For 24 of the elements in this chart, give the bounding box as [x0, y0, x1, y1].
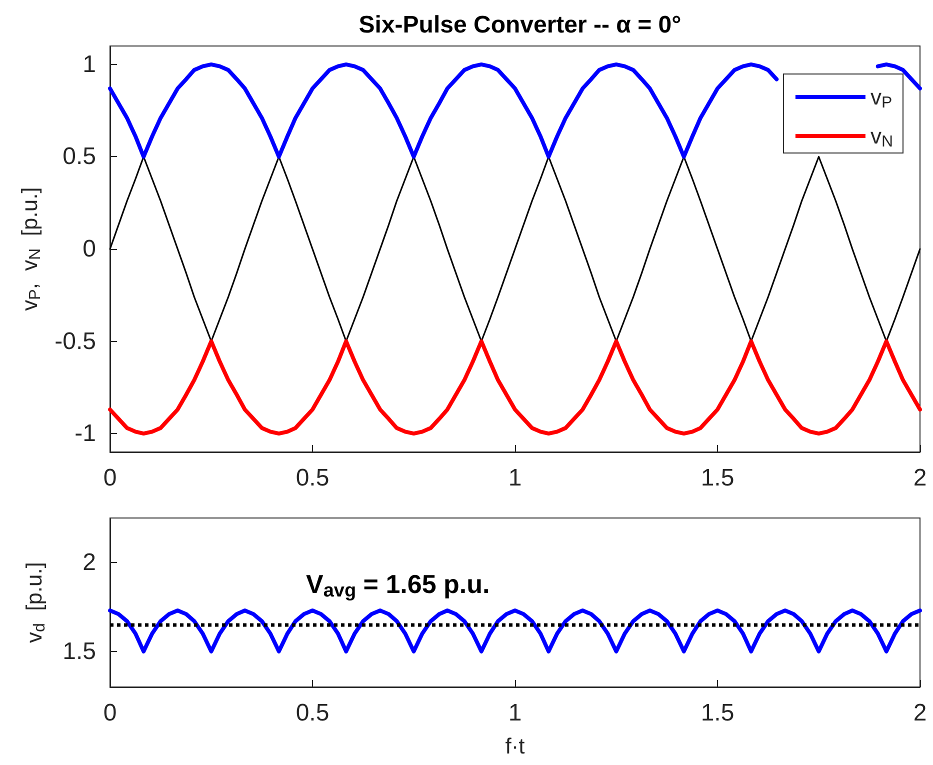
x-axis-title: f·t [505, 734, 525, 758]
x-tick-label: 2 [913, 464, 927, 492]
y-tick-label: 0 [82, 236, 96, 262]
x-tick-label: 1.5 [700, 464, 734, 492]
y-axis-title: vP, vN [p.u.] [17, 187, 44, 311]
x-tick-label: 1 [508, 700, 522, 726]
y-tick-label: 1.5 [62, 638, 96, 665]
line-series [108, 339, 922, 436]
y-tick-label: -1 [74, 420, 96, 448]
x-tick-label: 0 [103, 464, 117, 492]
x-tick-label: 2 [913, 700, 927, 726]
line-series [108, 608, 922, 654]
x-tick-label: 1.5 [700, 700, 734, 726]
y-tick-label: 1 [82, 50, 96, 78]
line-series [109, 156, 921, 342]
y-axis-title: vd [p.u.] [22, 562, 48, 644]
y-tick-label: 2 [82, 548, 96, 576]
x-tick-label: 0.5 [296, 700, 330, 726]
chart-title: Six-Pulse Converter -- α = 0° [358, 12, 682, 38]
x-tick-label: 0 [103, 700, 117, 726]
x-tick-label: 1 [508, 464, 522, 492]
y-tick-label: 0.5 [62, 143, 96, 170]
x-tick-label: 0.5 [296, 464, 330, 492]
y-tick-label: -0.5 [54, 328, 96, 355]
